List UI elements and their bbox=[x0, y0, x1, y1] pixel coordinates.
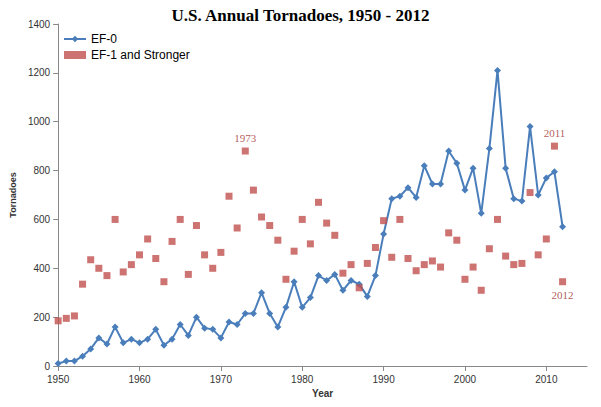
svg-text:1000: 1000 bbox=[28, 116, 51, 127]
svg-text:1200: 1200 bbox=[28, 67, 51, 78]
svg-text:1990: 1990 bbox=[372, 374, 395, 385]
svg-text:Tornadoes: Tornadoes bbox=[8, 172, 18, 217]
svg-text:2012: 2012 bbox=[552, 289, 574, 301]
svg-text:U.S. Annual Tornadoes, 1950 -: U.S. Annual Tornadoes, 1950 - 2012 bbox=[172, 6, 430, 25]
svg-text:200: 200 bbox=[33, 312, 50, 323]
svg-text:2000: 2000 bbox=[454, 374, 477, 385]
svg-text:1980: 1980 bbox=[291, 374, 314, 385]
svg-text:1973: 1973 bbox=[234, 132, 256, 144]
svg-text:1970: 1970 bbox=[210, 374, 233, 385]
svg-text:Year: Year bbox=[312, 388, 333, 399]
svg-text:400: 400 bbox=[33, 263, 50, 274]
svg-text:2010: 2010 bbox=[535, 374, 558, 385]
svg-text:1960: 1960 bbox=[128, 374, 151, 385]
svg-text:2011: 2011 bbox=[544, 127, 566, 139]
svg-text:1950: 1950 bbox=[47, 374, 70, 385]
svg-text:0: 0 bbox=[45, 361, 51, 372]
svg-text:600: 600 bbox=[33, 214, 50, 225]
svg-text:800: 800 bbox=[33, 165, 50, 176]
svg-text:EF-0: EF-0 bbox=[91, 32, 117, 46]
svg-text:1400: 1400 bbox=[28, 19, 51, 30]
svg-text:EF-1 and Stronger: EF-1 and Stronger bbox=[91, 48, 190, 62]
